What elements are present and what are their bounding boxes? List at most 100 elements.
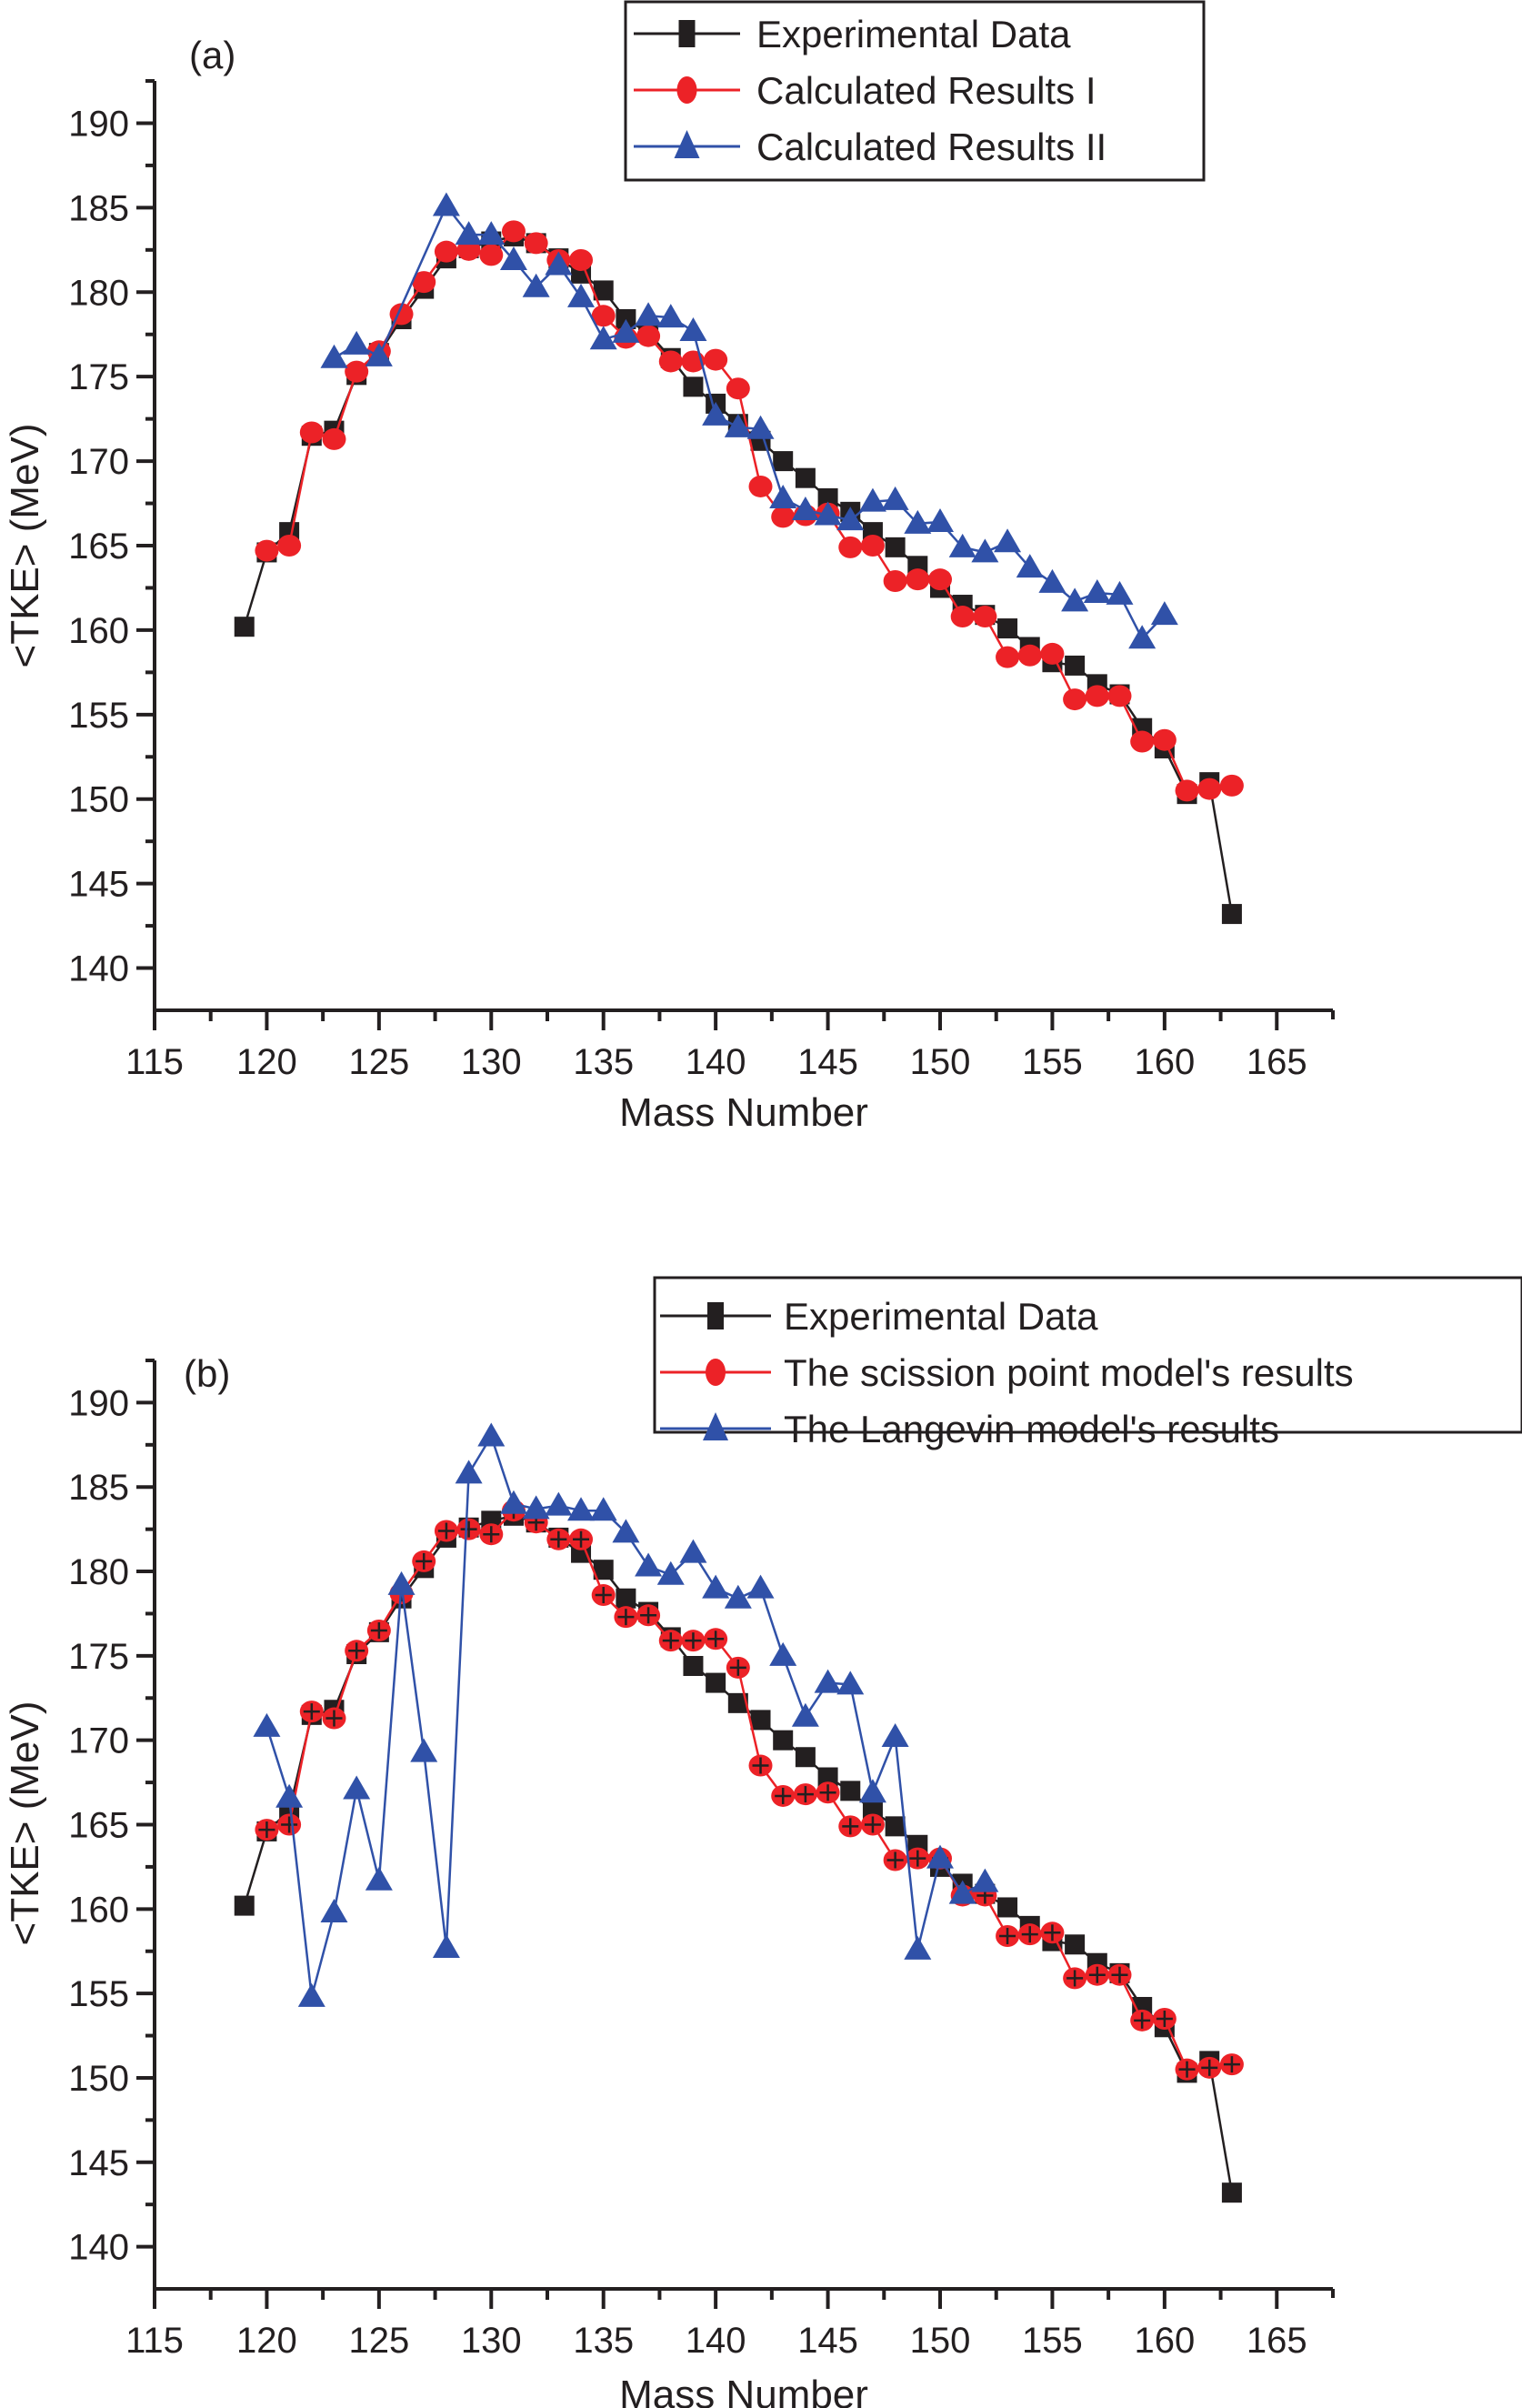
data-point (434, 240, 458, 263)
data-point (234, 1895, 255, 1916)
data-point (1085, 685, 1109, 707)
data-point (589, 326, 617, 350)
series-markers-circle (255, 1500, 1244, 2081)
x-tick-label: 165 (1247, 1042, 1307, 1082)
x-tick-label: 125 (348, 2321, 409, 2361)
legend-label: Experimental Data (784, 1295, 1098, 1338)
data-point (412, 271, 436, 294)
data-point (836, 507, 865, 531)
x-tick-label: 135 (573, 2321, 634, 2361)
y-tick-label: 155 (68, 1974, 129, 2014)
legend-label: The scission point model's results (784, 1351, 1354, 1394)
data-point (683, 376, 704, 397)
data-point (904, 1935, 932, 1960)
x-tick-label: 145 (797, 2321, 858, 2361)
panel-label: (b) (184, 1352, 230, 1395)
data-point (522, 273, 550, 297)
data-point (1197, 778, 1222, 800)
x-tick-label: 150 (910, 1042, 971, 1082)
x-tick-label: 145 (797, 1042, 858, 1082)
data-point (612, 318, 640, 343)
data-point (746, 415, 775, 439)
data-point (1130, 730, 1155, 753)
legend-label: The Langevin model's results (784, 1408, 1279, 1450)
y-tick-label: 145 (68, 2143, 129, 2183)
data-point (1063, 688, 1087, 711)
x-tick-label: 140 (686, 2321, 746, 2361)
data-point (567, 1497, 596, 1521)
data-point (1061, 587, 1089, 612)
data-point (524, 232, 548, 255)
data-point (858, 487, 886, 512)
data-point (1038, 568, 1066, 593)
series-markers-circle (255, 220, 1244, 802)
data-point (858, 1779, 886, 1803)
y-tick-label: 180 (68, 1552, 129, 1592)
data-point (791, 496, 819, 520)
data-point (1065, 1934, 1086, 1955)
data-point (795, 467, 816, 488)
y-tick-label: 150 (68, 2059, 129, 2099)
x-tick-label: 155 (1022, 1042, 1083, 1082)
data-point (750, 1710, 771, 1731)
data-point (656, 1560, 685, 1585)
data-point (860, 535, 885, 557)
data-point (906, 568, 930, 591)
data-point (973, 606, 997, 628)
legend-box (653, 1276, 1522, 1434)
data-point (769, 1641, 797, 1666)
data-point (1128, 625, 1157, 649)
data-point (704, 348, 728, 371)
data-point (432, 1934, 460, 1959)
data-point (881, 486, 909, 510)
legend-label: Calculated Results I (756, 69, 1096, 112)
data-point (593, 280, 614, 301)
data-point (994, 528, 1022, 553)
series-markers-square (234, 226, 1242, 925)
data-point (881, 1722, 909, 1747)
data-point (365, 342, 393, 366)
data-point (1017, 644, 1042, 667)
y-tick-label: 145 (68, 865, 129, 905)
data-point (997, 618, 1018, 639)
data-point (501, 220, 526, 243)
panel-a: (a) Mass Number <TKE> (MeV) 140 145 150 155… (3, 0, 1335, 1135)
x-tick-label: 120 (236, 2321, 297, 2361)
y-tick-label: 170 (68, 1721, 129, 1761)
data-point (1107, 685, 1132, 707)
y-tick-label: 165 (68, 527, 129, 567)
data-point (567, 283, 596, 307)
y-tick-label: 140 (68, 2228, 129, 2268)
x-tick-label: 160 (1134, 2321, 1195, 2361)
data-point (727, 1692, 748, 1713)
data-point (1083, 579, 1111, 604)
data-point (277, 535, 302, 557)
data-point (724, 413, 752, 437)
x-tick-label: 130 (461, 1042, 522, 1082)
data-point (885, 1816, 906, 1837)
data-point (706, 1672, 726, 1693)
data-point (658, 350, 683, 373)
data-point (971, 1868, 999, 1892)
data-point (817, 487, 838, 508)
data-point (795, 1747, 816, 1768)
data-point (773, 451, 794, 472)
y-tick-label: 155 (68, 696, 129, 736)
x-tick-label: 140 (686, 1042, 746, 1082)
y-tick-label: 190 (68, 1383, 129, 1423)
data-point (817, 1767, 838, 1788)
y-tick-label: 175 (68, 1637, 129, 1677)
data-point (365, 1866, 393, 1891)
legend-marker-square (678, 20, 696, 47)
data-point (1150, 601, 1178, 626)
data-point (569, 248, 594, 271)
data-point (971, 538, 999, 563)
y-axis-label: <TKE> (MeV) (3, 1701, 47, 1946)
x-tick-label: 120 (236, 1042, 297, 1082)
data-point (836, 1671, 865, 1695)
data-point (1040, 642, 1065, 665)
x-axis-label: Mass Number (619, 1090, 868, 1135)
data-point (679, 317, 707, 342)
data-point (948, 533, 976, 557)
data-point (589, 1497, 617, 1521)
